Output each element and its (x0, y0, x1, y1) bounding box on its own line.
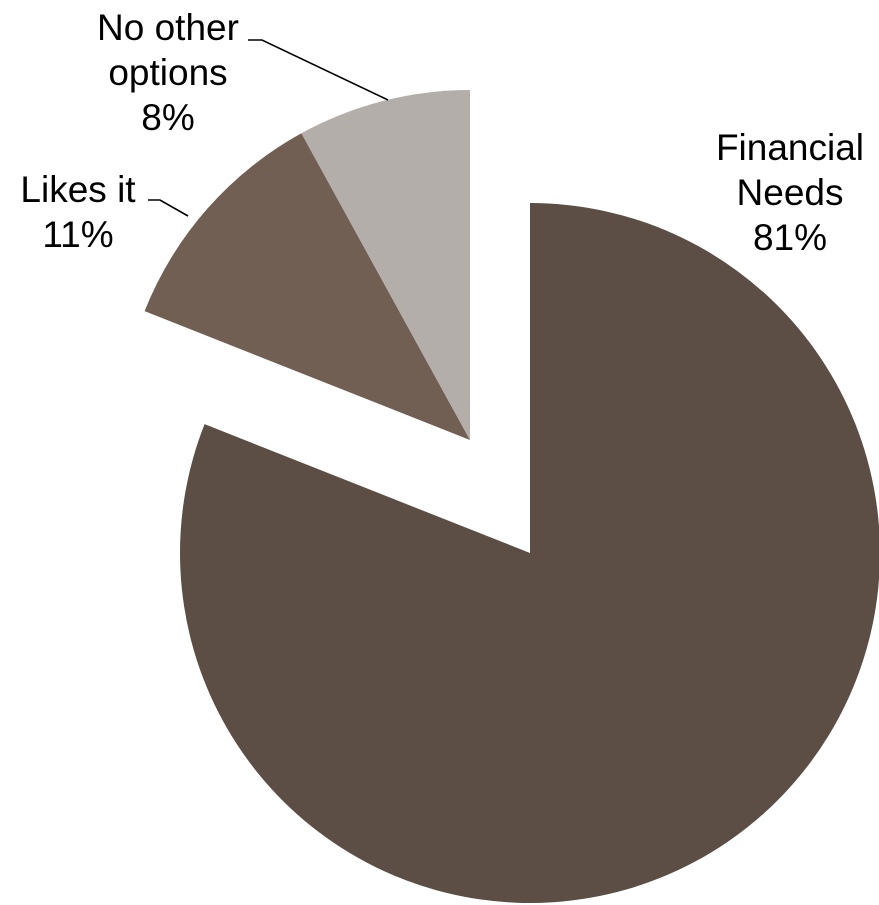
slice-label-name-line: Likes it (20, 169, 136, 210)
slice-label-name-line: Needs (737, 172, 844, 213)
slice-label-name-line: Financial (716, 127, 864, 168)
slice-label-1: Financial Needs 81% (716, 127, 864, 258)
pie-slice-1 (180, 203, 879, 903)
slice-label-value: 11% (42, 214, 113, 255)
leader-line-2 (148, 199, 189, 217)
pie-slice-3 (301, 90, 470, 440)
pie-slices (144, 90, 879, 903)
slice-label-name-line: No other (97, 7, 239, 48)
slice-label-value: 81% (753, 217, 827, 258)
leader-lines (148, 39, 389, 217)
slice-label-2: Likes it 11% (20, 169, 136, 255)
slice-label-value: 8% (141, 97, 194, 138)
slice-labels: Financial Needs 81% Likes it 11% No other opti… (20, 7, 864, 258)
pie-slice-2 (144, 133, 470, 441)
leader-line-3 (248, 39, 389, 101)
slice-label-3: No other options 8% (97, 7, 239, 138)
slice-label-name-line: options (108, 52, 227, 93)
